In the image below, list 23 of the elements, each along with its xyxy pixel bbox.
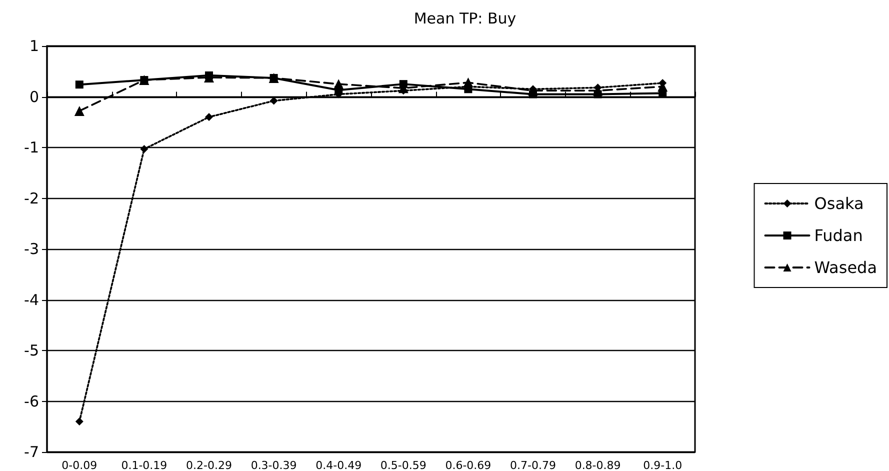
x-tick-label: 0.6-0.69 (445, 459, 492, 471)
chart-title: Mean TP: Buy (414, 10, 516, 28)
y-tick-label: -6 (24, 392, 39, 410)
x-tick-label: 0.7-0.79 (510, 459, 556, 471)
y-tick-label: 1 (29, 37, 39, 55)
x-tick-label: 0.5-0.59 (380, 459, 426, 471)
y-tick-label: -7 (24, 443, 39, 461)
legend-label: Fudan (814, 226, 863, 245)
y-tick-label: -5 (24, 342, 39, 360)
x-tick-label: 0.8-0.89 (574, 459, 621, 471)
y-tick-label: -1 (24, 138, 39, 156)
x-tick-label: 0.3-0.39 (250, 459, 297, 471)
x-tick-label: 0-0.09 (62, 459, 98, 471)
y-tick-label: -3 (24, 240, 39, 258)
legend-label: Waseda (814, 258, 878, 277)
y-tick-label: -4 (24, 290, 39, 309)
y-tick-label: -2 (24, 189, 39, 208)
legend-label: Osaka (814, 194, 864, 213)
x-tick-label: 0.1-0.19 (121, 459, 168, 471)
x-tick-label: 0.9-1.0 (643, 459, 682, 471)
x-tick-label: 0.4-0.49 (316, 459, 362, 471)
y-tick-label: 0 (29, 88, 39, 106)
x-tick-label: 0.2-0.29 (186, 459, 232, 471)
